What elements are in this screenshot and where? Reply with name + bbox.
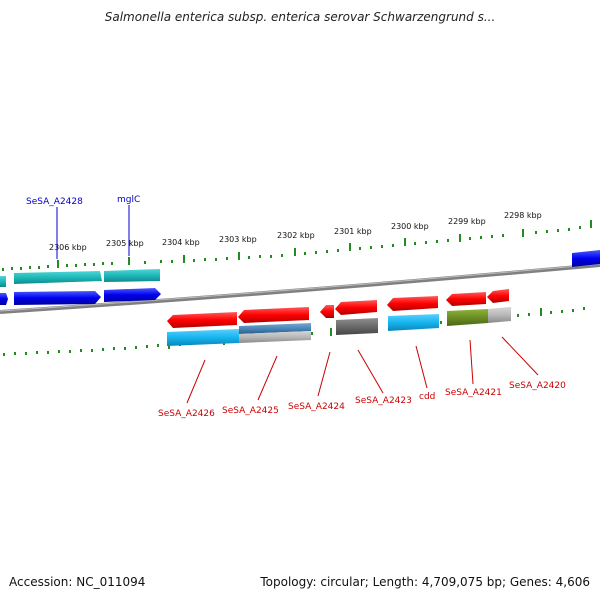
gene-arrow[interactable] xyxy=(104,288,161,302)
gene-box[interactable] xyxy=(488,307,511,323)
upper-scale-major-ticks xyxy=(57,220,592,268)
lower-gene-labels xyxy=(186,336,539,404)
gene-label-lower[interactable]: SeSA_A2424 xyxy=(288,402,345,412)
gene-arrow[interactable] xyxy=(572,250,600,267)
label-leader-line xyxy=(415,345,428,389)
kbp-label: 2298 kbp xyxy=(504,211,542,220)
gene-label-upper[interactable]: SeSA_A2428 xyxy=(26,197,83,207)
genome-summary-text: Topology: circular; Length: 4,709,075 bp… xyxy=(260,575,590,589)
kbp-labels: 2306 kbp 2305 kbp 2304 kbp 2303 kbp 2302… xyxy=(49,211,542,252)
gene-label-lower[interactable]: SeSA_A2421 xyxy=(445,388,502,398)
gene-label-lower[interactable]: SeSA_A2425 xyxy=(222,406,279,416)
label-leader-line xyxy=(257,355,278,401)
gene-label-upper[interactable]: mglC xyxy=(117,195,140,205)
gene-box[interactable] xyxy=(388,314,439,331)
gene-arrow[interactable] xyxy=(335,300,377,315)
gene-label-lower[interactable]: SeSA_A2426 xyxy=(158,409,215,419)
gene-label-lower[interactable]: SeSA_A2423 xyxy=(355,396,412,406)
forward-strand-genes xyxy=(0,250,600,305)
label-leader-line xyxy=(469,339,474,385)
gene-box[interactable] xyxy=(167,329,239,346)
gene-box[interactable] xyxy=(239,331,311,343)
kbp-label: 2305 kbp xyxy=(106,239,144,248)
label-leader-line xyxy=(501,336,539,376)
lower-gene-label-texts: SeSA_A2426 SeSA_A2425 SeSA_A2424 SeSA_A2… xyxy=(158,381,566,419)
upper-scale-dots xyxy=(2,226,581,271)
genome-title: Salmonella enterica subsp. enterica sero… xyxy=(104,10,496,24)
gene-arrow[interactable] xyxy=(320,305,334,318)
gene-arrow[interactable] xyxy=(487,289,509,303)
label-leader-line xyxy=(317,351,331,397)
gene-arrow[interactable] xyxy=(387,296,438,311)
gene-arrow[interactable] xyxy=(446,292,486,306)
kbp-label: 2301 kbp xyxy=(334,227,372,236)
genome-backbone xyxy=(0,263,600,314)
kbp-label: 2299 kbp xyxy=(448,217,486,226)
gene-arrow[interactable] xyxy=(238,307,309,323)
accession-text: Accession: NC_011094 xyxy=(9,575,146,589)
kbp-label: 2300 kbp xyxy=(391,222,429,231)
gene-box[interactable] xyxy=(239,323,311,334)
label-leader-line xyxy=(186,359,206,404)
gene-label-lower[interactable]: cdd xyxy=(419,392,435,402)
kbp-label: 2302 kbp xyxy=(277,231,315,240)
gene-arrow[interactable] xyxy=(14,291,101,305)
gene-arrow[interactable] xyxy=(14,271,102,284)
upper-gene-labels: SeSA_A2428 mglC xyxy=(26,195,140,259)
gene-arrow[interactable] xyxy=(0,293,8,305)
kbp-label: 2306 kbp xyxy=(49,243,87,252)
gene-arrow[interactable] xyxy=(167,312,237,328)
genome-backbone-highlight xyxy=(0,263,600,312)
gene-arrow[interactable] xyxy=(0,276,6,287)
reverse-strand-genes xyxy=(167,289,511,346)
label-leader-line xyxy=(357,349,384,394)
gene-arrow[interactable] xyxy=(104,269,160,282)
gene-box[interactable] xyxy=(336,318,378,335)
kbp-label: 2304 kbp xyxy=(162,238,200,247)
gene-box[interactable] xyxy=(447,309,488,326)
gene-label-lower[interactable]: SeSA_A2420 xyxy=(509,381,566,391)
kbp-label: 2303 kbp xyxy=(219,235,257,244)
